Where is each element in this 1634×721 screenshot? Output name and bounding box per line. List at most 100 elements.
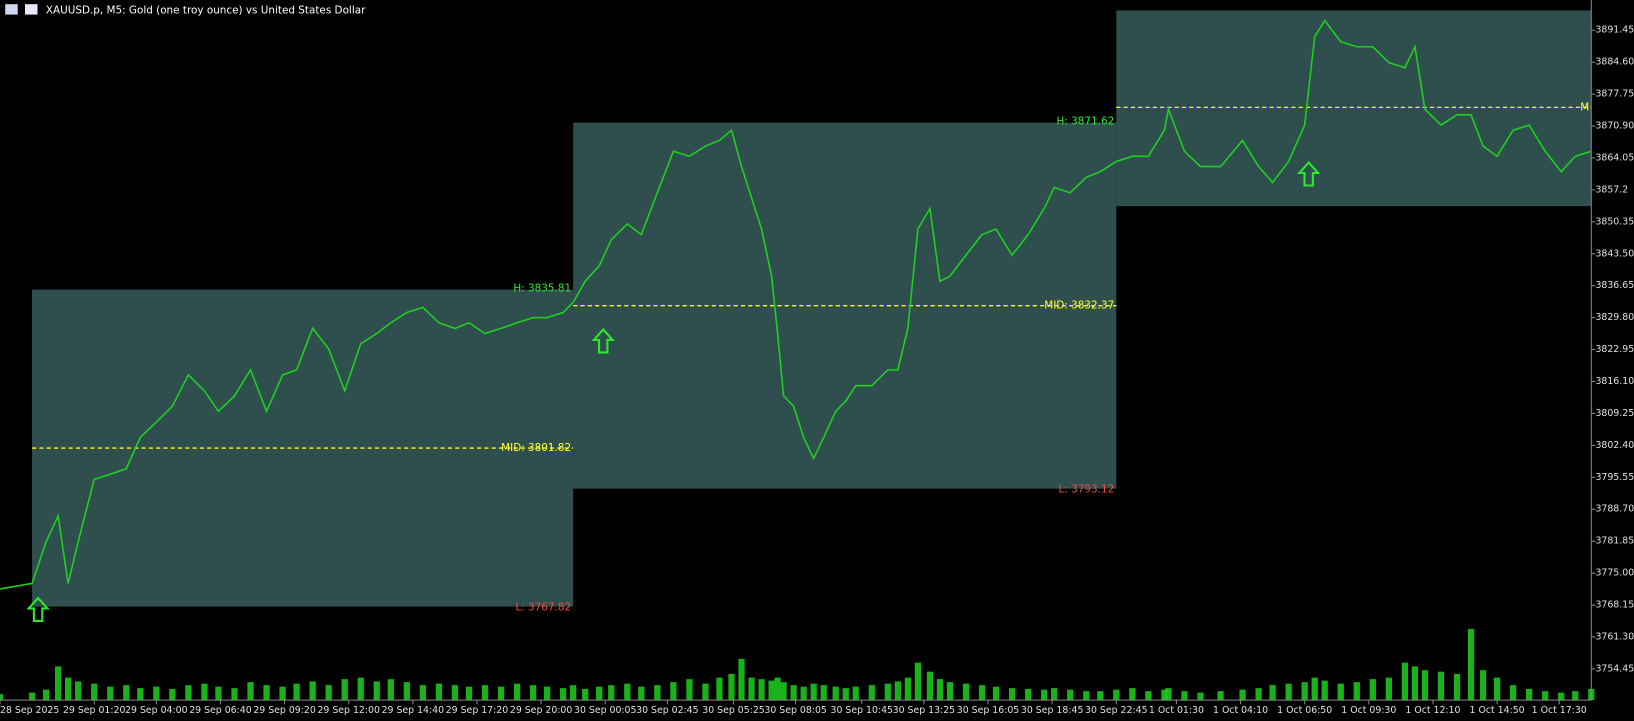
volume-bar — [868, 685, 875, 701]
volume-bar — [1321, 680, 1328, 701]
volume-bar — [153, 686, 160, 701]
volume-bar — [137, 688, 144, 701]
volume-bar — [1197, 692, 1204, 701]
volume-bar — [1041, 689, 1048, 701]
volume-bar — [716, 677, 723, 701]
y-tick-label: 3816.10 — [1595, 376, 1634, 387]
volume-bar — [1437, 671, 1445, 701]
volume-bar — [1181, 691, 1188, 701]
mid-label: MID: 3832.37 — [1044, 300, 1114, 312]
volume-bar — [810, 683, 817, 701]
chart-icon[interactable] — [25, 4, 38, 15]
volume-bar — [582, 688, 589, 701]
x-tick-label: 30 Sep 18:45 — [1021, 705, 1084, 716]
volume-bar — [1129, 688, 1136, 701]
volume-bar — [201, 683, 208, 701]
y-tick-label: 3795.55 — [1595, 472, 1634, 483]
volume-bar — [91, 683, 98, 701]
buy-arrow — [26, 596, 50, 622]
volume-bar — [790, 685, 797, 701]
volume-bar — [774, 677, 781, 701]
volume-bar — [465, 686, 473, 701]
volume-bar — [1051, 688, 1058, 701]
x-tick-label: 1 Oct 12:10 — [1405, 705, 1460, 716]
y-tick-label: 3822.95 — [1595, 344, 1634, 355]
volume-bar — [946, 682, 954, 701]
low-label: L: 3793.12 — [1059, 484, 1115, 496]
volume-bar — [992, 686, 1000, 701]
y-tick-label: 3836.65 — [1595, 280, 1634, 291]
x-tick-label: 29 Sep 12:00 — [317, 705, 380, 716]
volume-bar — [247, 682, 254, 701]
y-tick-label: 3761.30 — [1595, 631, 1634, 642]
buy-arrow — [1296, 161, 1321, 187]
high-label: H: 3835.81 — [513, 283, 571, 295]
volume-bar — [0, 694, 4, 701]
volume-bar — [293, 683, 300, 701]
volume-bar — [373, 681, 380, 701]
x-tick-label: 29 Sep 09:20 — [253, 705, 316, 716]
y-tick-label: 3864.05 — [1595, 152, 1634, 163]
volume-bar — [1165, 688, 1172, 701]
x-tick-label: 30 Sep 13:25 — [893, 705, 956, 716]
volume-bar — [1411, 666, 1419, 701]
volume-bar — [1526, 688, 1533, 701]
volume-bar — [357, 677, 364, 701]
volume-bar — [123, 685, 130, 701]
volume-bar — [529, 685, 537, 701]
volume-bar — [1097, 691, 1104, 701]
volume-bar — [1301, 682, 1308, 701]
volume-bar — [403, 682, 410, 701]
volume-bar — [608, 685, 615, 701]
x-tick-label: 29 Sep 14:40 — [382, 705, 445, 716]
volume-bar — [481, 685, 489, 701]
volume-bar — [780, 682, 787, 701]
volume-bar — [638, 686, 645, 701]
volume-bar — [1353, 682, 1360, 701]
volume-bar — [42, 689, 50, 701]
volume-bar — [768, 680, 775, 701]
volume-bar — [309, 681, 316, 701]
volume-bar — [341, 679, 348, 701]
range-box — [1116, 10, 1592, 207]
volume-bar — [1161, 689, 1168, 701]
volume-bar — [1008, 688, 1016, 701]
volume-bar — [1369, 679, 1376, 701]
x-tick-label: 28 Sep 2025 — [0, 705, 59, 716]
x-tick-label: 30 Sep 16:05 — [957, 705, 1020, 716]
volume-bar — [842, 688, 849, 701]
menu-icon[interactable] — [5, 4, 18, 15]
plot: H: 3835.81 L: 3767.82 MID: 3801.82 H: 3871.… — [0, 10, 1595, 701]
y-tick-label: 3843.50 — [1595, 248, 1634, 259]
volume-bar — [832, 686, 839, 701]
volume-bar — [263, 685, 270, 701]
y-tick-label: 3891.45 — [1595, 25, 1634, 36]
volume-bar — [758, 679, 765, 701]
price-line — [0, 19, 1592, 590]
volume-bar — [852, 686, 859, 701]
volume-bar — [1337, 683, 1344, 701]
volume-bar — [936, 679, 944, 701]
volume-bar — [1509, 685, 1517, 701]
y-tick-label: 3802.40 — [1595, 440, 1634, 451]
mid-label: M — [1580, 101, 1589, 113]
x-tick-label: 29 Sep 06:40 — [189, 705, 252, 716]
chart-title: XAUUSD.p, M5: Gold (one troy ounce) vs U… — [46, 4, 366, 16]
mid-label: MID: 3801.82 — [501, 442, 571, 454]
volume-bar — [624, 683, 631, 701]
y-tick-label: 3775.00 — [1595, 568, 1634, 579]
x-tick-label: 29 Sep 20:00 — [510, 705, 573, 716]
volume-bar — [904, 677, 911, 701]
volume-bar — [962, 683, 970, 701]
volume-bar — [1401, 662, 1409, 701]
volume-bar — [560, 688, 567, 701]
volume-bar — [670, 682, 677, 701]
volume-bar — [185, 685, 192, 701]
volume-bar — [543, 686, 551, 701]
x-tick-label: 1 Oct 04:10 — [1213, 705, 1268, 716]
volume-bar — [28, 692, 36, 701]
y-tick-label: 3768.15 — [1595, 600, 1634, 611]
x-tick-label: 1 Oct 01:30 — [1149, 705, 1204, 716]
